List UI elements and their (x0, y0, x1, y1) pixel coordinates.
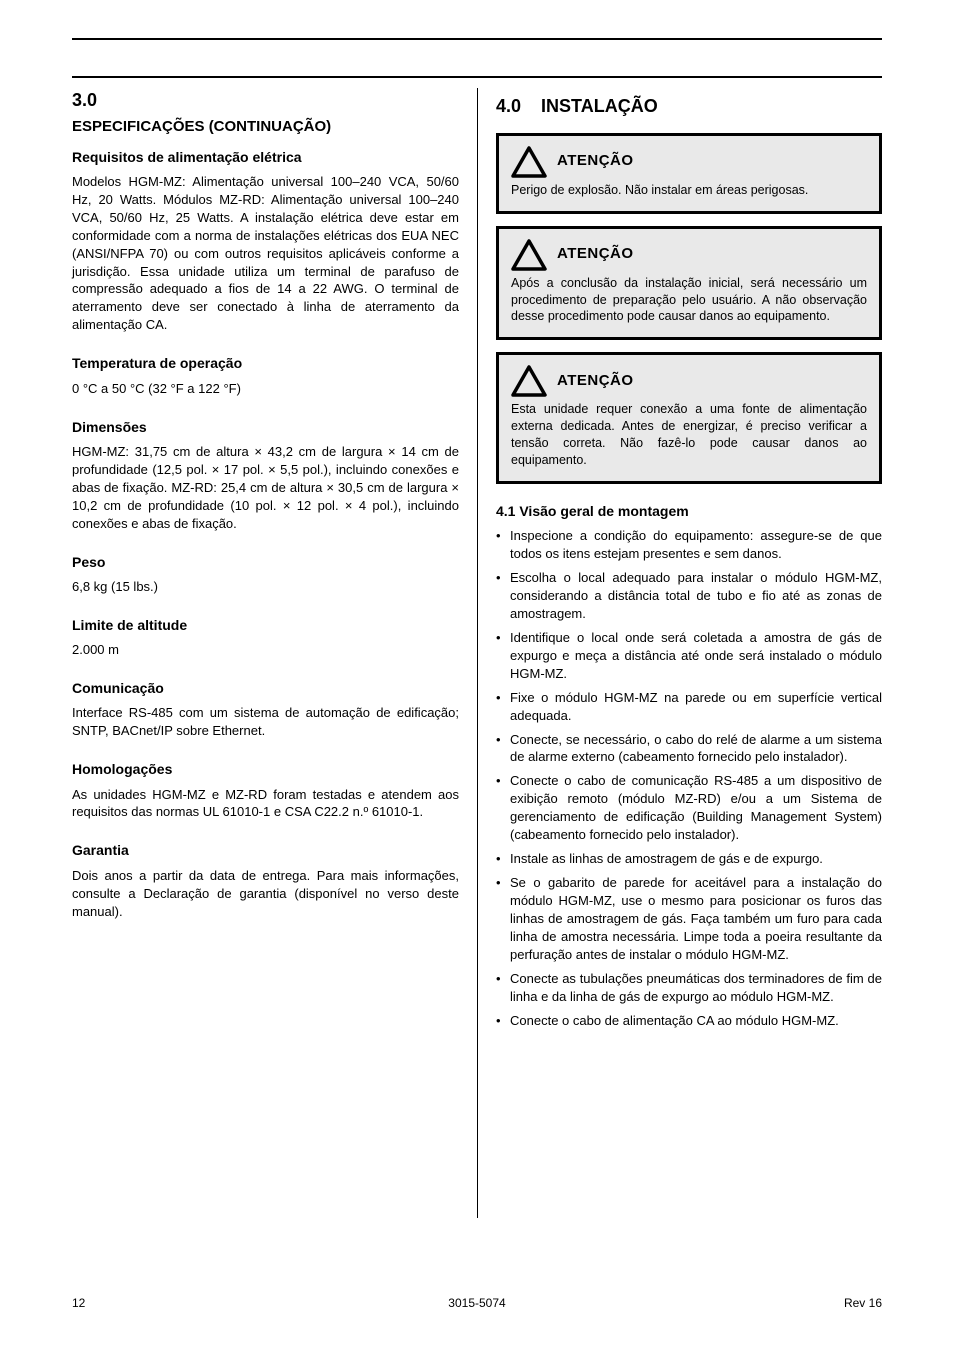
top-rule (72, 38, 882, 40)
right-heading-no: 4.0 (496, 96, 521, 116)
page-footer: 12 3015-5074 Rev 16 (72, 1296, 882, 1310)
footer-model: 3015-5074 (448, 1296, 505, 1310)
power-body: Modelos HGM-MZ: Alimentação universal 10… (72, 173, 459, 334)
list-item-text: Escolha o local adequado para instalar o… (510, 569, 882, 623)
list-item-text: Conecte, se necessário, o cabo do relé d… (510, 731, 882, 767)
warning-body-1: Perigo de explosão. Não instalar em área… (511, 182, 867, 199)
warning-label-3: ATENÇÃO (557, 371, 634, 392)
list-item-text: Conecte o cabo de comunicação RS-485 a u… (510, 772, 882, 844)
temp-body: 0 °C a 50 °C (32 °F a 122 °F) (72, 380, 459, 398)
warning-label-1: ATENÇÃO (557, 151, 634, 172)
temp-heading: Temperatura de operação (72, 354, 459, 373)
list-item: Escolha o local adequado para instalar o… (496, 569, 882, 623)
list-item: Se o gabarito de parede for aceitável pa… (496, 874, 882, 964)
footer-revision: Rev 16 (844, 1296, 882, 1310)
warning-body-2: Após a conclusão da instalação inicial, … (511, 275, 867, 326)
two-column-layout: 3.0 ESPECIFICAÇÕES (CONTINUAÇÃO) Requisi… (72, 88, 882, 1218)
list-item-text: Identifique o local onde será coletada a… (510, 629, 882, 683)
left-column: 3.0 ESPECIFICAÇÕES (CONTINUAÇÃO) Requisi… (72, 88, 477, 1218)
list-item-text: Conecte as tubulações pneumáticas dos te… (510, 970, 882, 1006)
warning-box-3: ATENÇÃO Esta unidade requer conexão a um… (496, 352, 882, 484)
list-item: Conecte o cabo de alimentação CA ao módu… (496, 1012, 882, 1030)
comm-heading: Comunicação (72, 679, 459, 698)
warning-head-3: ATENÇÃO (511, 365, 867, 397)
alt-body: 2.000 m (72, 641, 459, 659)
list-item: Conecte o cabo de comunicação RS-485 a u… (496, 772, 882, 844)
list-item-text: Inspecione a condição do equipamento: as… (510, 527, 882, 563)
warning-box-1: ATENÇÃO Perigo de explosão. Não instalar… (496, 133, 882, 214)
second-rule (72, 76, 882, 78)
alt-heading: Limite de altitude (72, 616, 459, 635)
list-item-text: Conecte o cabo de alimentação CA ao módu… (510, 1012, 882, 1030)
warning-triangle-icon (511, 365, 547, 397)
warning-triangle-icon (511, 239, 547, 271)
approv-body: As unidades HGM-MZ e MZ-RD foram testada… (72, 786, 459, 822)
right-heading: 4.0 INSTALAÇÃO (496, 94, 882, 119)
comm-body: Interface RS-485 com um sistema de autom… (72, 704, 459, 740)
warning-label-2: ATENÇÃO (557, 244, 634, 265)
right-subheading: 4.1 Visão geral de montagem (496, 502, 882, 521)
power-heading: Requisitos de alimentação elétrica (72, 148, 459, 167)
list-item-text: Se o gabarito de parede for aceitável pa… (510, 874, 882, 964)
list-item-text: Instale as linhas de amostragem de gás e… (510, 850, 882, 868)
warning-head-2: ATENÇÃO (511, 239, 867, 271)
right-heading-text: INSTALAÇÃO (541, 96, 658, 116)
warranty-heading: Garantia (72, 841, 459, 860)
warning-body-3: Esta unidade requer conexão a uma fonte … (511, 401, 867, 469)
list-item: Identifique o local onde será coletada a… (496, 629, 882, 683)
left-section-number: 3.0 (72, 88, 459, 113)
warning-box-2: ATENÇÃO Após a conclusão da instalação i… (496, 226, 882, 341)
weight-heading: Peso (72, 553, 459, 572)
mounting-steps-list: Inspecione a condição do equipamento: as… (496, 527, 882, 1029)
approv-heading: Homologações (72, 760, 459, 779)
list-item: Conecte as tubulações pneumáticas dos te… (496, 970, 882, 1006)
warning-triangle-icon (511, 146, 547, 178)
left-section-title: ESPECIFICAÇÕES (CONTINUAÇÃO) (72, 117, 459, 138)
weight-body: 6,8 kg (15 lbs.) (72, 578, 459, 596)
list-item-text: Fixe o módulo HGM-MZ na parede ou em sup… (510, 689, 882, 725)
warranty-body: Dois anos a partir da data de entrega. P… (72, 867, 459, 921)
right-column: 4.0 INSTALAÇÃO ATENÇÃO Perigo de explosã… (477, 88, 882, 1218)
list-item: Instale as linhas de amostragem de gás e… (496, 850, 882, 868)
list-item: Inspecione a condição do equipamento: as… (496, 527, 882, 563)
list-item: Conecte, se necessário, o cabo do relé d… (496, 731, 882, 767)
footer-page-number: 12 (72, 1296, 85, 1310)
dim-body: HGM-MZ: 31,75 cm de altura × 43,2 cm de … (72, 443, 459, 533)
warning-head-1: ATENÇÃO (511, 146, 867, 178)
list-item: Fixe o módulo HGM-MZ na parede ou em sup… (496, 689, 882, 725)
dim-heading: Dimensões (72, 418, 459, 437)
